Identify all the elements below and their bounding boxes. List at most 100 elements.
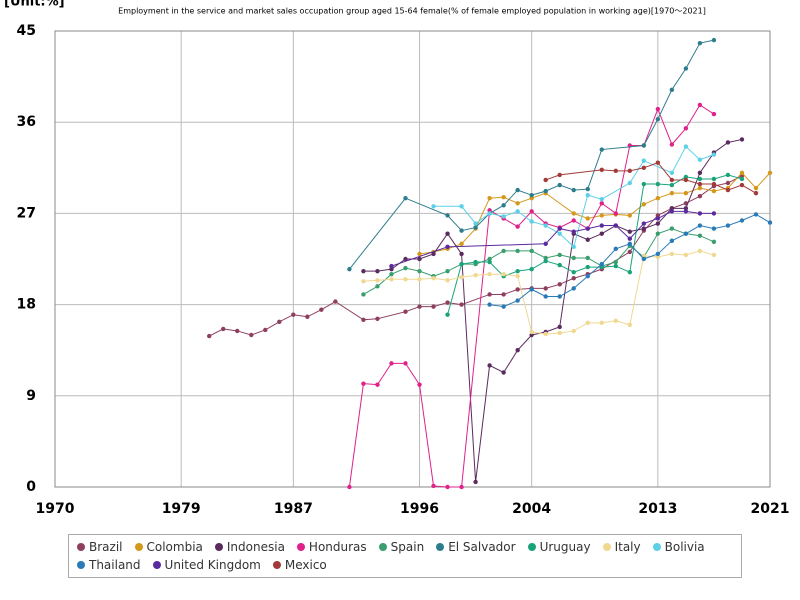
data-point [501, 248, 506, 254]
legend-label: Spain [390, 540, 425, 554]
data-point [543, 255, 548, 261]
data-point [711, 188, 717, 194]
data-point [585, 264, 590, 270]
data-point [529, 266, 534, 272]
legend-item: Spain [378, 540, 425, 554]
data-point [445, 300, 450, 305]
data-point [613, 211, 618, 216]
data-point [557, 182, 562, 188]
x-tick-label: 1987 [274, 501, 313, 517]
data-point [571, 328, 576, 334]
legend-item: United Kingdom [152, 558, 261, 572]
data-point [599, 261, 604, 267]
legend-item: Mexico [272, 558, 327, 572]
series-line [363, 228, 715, 295]
legend-item: Thailand [77, 558, 141, 572]
data-point [571, 255, 576, 261]
data-point [655, 116, 661, 122]
data-point [389, 266, 394, 272]
data-point [585, 216, 590, 221]
legend-label: Honduras [308, 540, 367, 554]
legend-swatch [652, 543, 661, 551]
data-point [725, 172, 731, 178]
data-point [389, 361, 394, 366]
x-tick-label: 1996 [400, 501, 439, 517]
data-point [683, 252, 689, 258]
data-point [641, 202, 647, 207]
data-point [655, 216, 661, 221]
data-point [585, 320, 590, 326]
legend-swatch [134, 543, 143, 551]
data-point [515, 187, 520, 193]
data-point [515, 348, 520, 353]
data-point [739, 170, 745, 176]
data-point [711, 111, 717, 117]
data-point [347, 266, 352, 272]
data-point [683, 231, 689, 236]
data-point [557, 172, 562, 178]
data-point [599, 201, 604, 206]
data-point [655, 221, 661, 226]
data-point [683, 206, 689, 211]
data-point [487, 259, 492, 265]
data-point [543, 258, 548, 264]
data-point [501, 214, 506, 219]
legend-swatch [296, 543, 305, 551]
data-point [515, 224, 520, 229]
data-point [585, 255, 590, 261]
data-point [389, 277, 394, 282]
data-point [697, 102, 703, 108]
data-point [585, 192, 590, 198]
data-point [277, 319, 282, 325]
data-point [529, 219, 534, 224]
legend-swatch [77, 543, 85, 551]
data-point [711, 226, 717, 231]
data-point [515, 298, 520, 303]
data-point [683, 144, 689, 149]
data-point [501, 370, 506, 375]
data-point [725, 187, 731, 193]
data-point [431, 304, 436, 309]
data-point [459, 302, 464, 307]
y-tick-label: 45 [17, 23, 36, 39]
data-point [543, 188, 548, 194]
data-point [487, 208, 492, 213]
series-line [363, 250, 715, 335]
data-point [501, 292, 506, 297]
data-point [627, 236, 633, 241]
data-point [417, 268, 422, 274]
legend-swatch [378, 543, 387, 551]
data-point [669, 142, 675, 147]
data-point [515, 209, 520, 214]
data-point [459, 228, 464, 233]
data-point [739, 173, 745, 179]
data-point [739, 218, 745, 223]
series-line [363, 138, 743, 482]
data-point [697, 157, 703, 162]
legend-swatch [436, 543, 445, 551]
data-point [571, 229, 576, 234]
data-point [613, 318, 618, 324]
data-point [305, 314, 310, 319]
legend-swatch [527, 543, 536, 551]
data-point [697, 233, 703, 238]
data-point [529, 332, 534, 338]
data-point [669, 206, 675, 211]
data-point [613, 246, 618, 252]
data-point [557, 226, 562, 231]
data-point [543, 331, 548, 337]
data-point [697, 211, 703, 216]
legend-label: United Kingdom [164, 558, 261, 572]
x-tick-label: 1979 [162, 501, 201, 517]
data-point [459, 275, 464, 280]
data-point [739, 176, 745, 182]
legend-label: El Salvador [448, 540, 516, 554]
data-point [473, 221, 478, 226]
legend-item: Bolivia [652, 540, 705, 554]
data-point [627, 241, 633, 246]
data-point [655, 251, 661, 257]
data-point [557, 294, 562, 299]
data-point [697, 185, 703, 191]
data-point [501, 194, 506, 200]
